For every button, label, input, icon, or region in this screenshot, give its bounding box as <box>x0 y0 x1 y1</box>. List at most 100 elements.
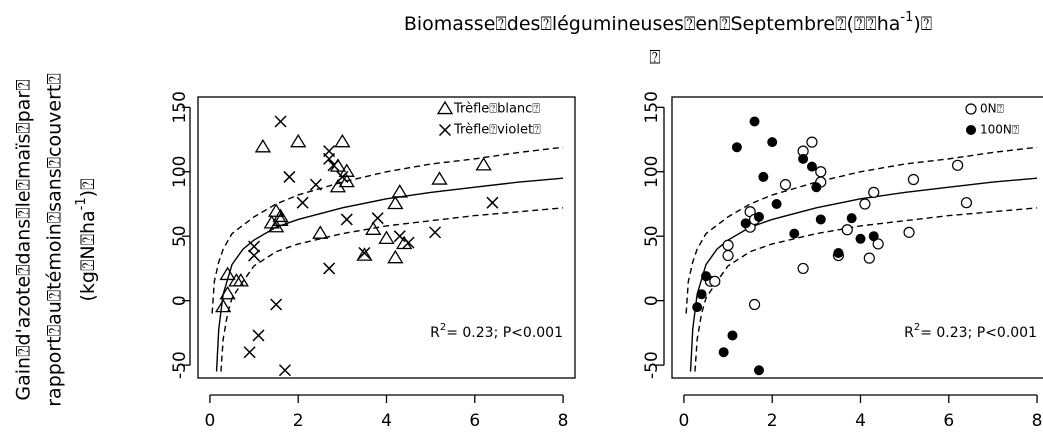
x-tick-label: 0 <box>679 411 690 431</box>
x-tick-label: 6 <box>469 411 480 431</box>
point <box>340 213 353 226</box>
x-tick-label: 2 <box>293 411 304 431</box>
point <box>749 116 760 127</box>
annotation: R2= 0.23; P<0.001 <box>430 322 563 341</box>
point <box>960 197 973 209</box>
point <box>336 170 349 183</box>
point <box>903 226 915 238</box>
title-sup: -1 <box>900 10 913 25</box>
point <box>371 212 384 225</box>
y-tick-label: 150 <box>642 91 662 123</box>
y-tick-label: -50 <box>642 351 662 379</box>
legend-marker <box>966 125 976 135</box>
point <box>872 238 884 250</box>
fit-line-ci <box>211 146 564 314</box>
y-label-3: (kg⍰N⍰ha-1)⍰ <box>74 179 99 302</box>
x-tick-label: 8 <box>558 411 569 431</box>
point <box>327 159 340 172</box>
point <box>387 249 404 264</box>
point <box>789 228 800 239</box>
point <box>338 163 355 177</box>
legend-label: 0N⍰ <box>980 102 1004 116</box>
point <box>290 133 307 148</box>
point <box>855 233 866 244</box>
fit-line-ci <box>685 146 1038 314</box>
point <box>815 166 827 178</box>
annotation-main: R <box>430 325 440 341</box>
point <box>748 298 761 311</box>
y-tick-label: 0 <box>642 295 662 306</box>
annotation-end: = 0.23; P<0.001 <box>920 325 1037 341</box>
plot-frame <box>671 96 1043 379</box>
point <box>806 161 817 172</box>
y-tick-label: 50 <box>170 225 190 247</box>
point <box>722 249 734 262</box>
point <box>270 298 283 311</box>
point <box>868 186 880 198</box>
point <box>232 273 249 287</box>
point <box>797 262 809 275</box>
legend-label: 100N⍰ <box>980 123 1019 137</box>
legend-marker <box>965 103 977 115</box>
y-tick-label: 0 <box>170 295 190 306</box>
annotation-sup: 2 <box>914 322 920 333</box>
point <box>815 214 826 225</box>
point <box>358 246 371 259</box>
point <box>868 231 879 242</box>
point <box>387 195 404 210</box>
x-tick-label: 2 <box>767 411 778 431</box>
point <box>731 142 742 153</box>
point <box>243 346 256 359</box>
point <box>309 178 322 191</box>
point <box>709 275 721 287</box>
point <box>215 298 232 313</box>
point <box>952 159 964 171</box>
annotation: R2= 0.23; P<0.001 <box>904 322 1037 341</box>
point <box>700 271 711 282</box>
y-tick-label: 100 <box>642 156 662 188</box>
annotation-sup: 2 <box>440 322 446 333</box>
point <box>272 208 289 223</box>
y-label-3-sup: -1 <box>74 197 89 210</box>
point <box>798 153 809 164</box>
point <box>219 285 236 300</box>
point <box>429 226 442 239</box>
plot-frame <box>197 96 576 379</box>
point <box>274 115 287 128</box>
y-tick-label: 150 <box>170 91 190 123</box>
point <box>475 157 492 171</box>
annotation-end: = 0.23; P<0.001 <box>446 325 563 341</box>
x-tick-label: 4 <box>855 411 866 431</box>
point <box>863 252 875 264</box>
point <box>696 289 707 300</box>
x-tick-label: 4 <box>381 411 392 431</box>
legend-marker <box>436 100 454 115</box>
point <box>378 230 395 244</box>
point <box>846 213 857 224</box>
title-end: )⍰ <box>913 13 932 35</box>
y-tick-label: -50 <box>170 351 190 379</box>
point <box>767 137 778 148</box>
point <box>312 225 329 239</box>
point <box>722 239 734 251</box>
legend-marker <box>438 123 452 137</box>
x-tick-label: 6 <box>943 411 954 431</box>
point <box>753 365 764 376</box>
y-tick-label: 100 <box>170 156 190 188</box>
point <box>254 139 272 153</box>
point <box>859 198 871 210</box>
point <box>356 247 373 261</box>
point <box>219 266 236 281</box>
fit-line <box>689 177 1038 372</box>
fit-lines <box>685 146 1038 372</box>
point <box>338 173 355 188</box>
point <box>833 247 844 258</box>
point <box>811 182 822 193</box>
fit-line-ci <box>220 207 564 372</box>
annotation-main: R <box>904 325 914 341</box>
fit-line-ci <box>694 207 1038 372</box>
point <box>334 133 351 148</box>
title: Biomasse⍰des⍰légumineuses⍰en⍰Septembre⍰(… <box>404 10 932 35</box>
x-tick-label: 8 <box>1032 411 1043 431</box>
point <box>402 236 415 249</box>
